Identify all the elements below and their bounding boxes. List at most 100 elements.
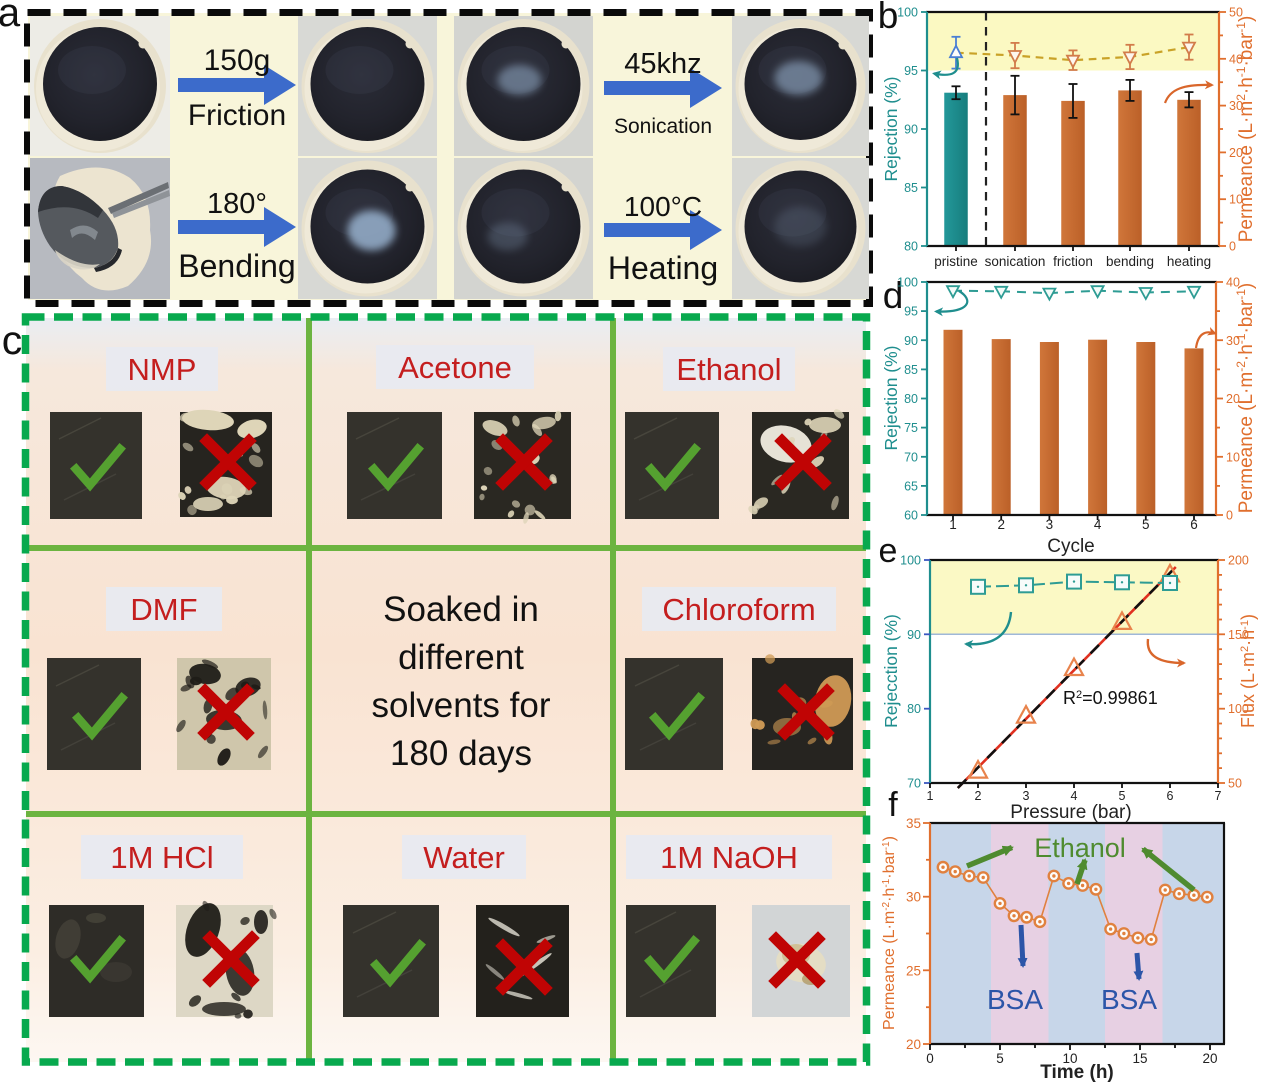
svg-text:65: 65 xyxy=(904,479,918,493)
svg-text:BSA: BSA xyxy=(987,984,1043,1015)
svg-text:3: 3 xyxy=(1023,789,1030,803)
svg-text:Sonication: Sonication xyxy=(614,115,712,138)
svg-text:Time (h): Time (h) xyxy=(1040,1062,1114,1083)
svg-text:40: 40 xyxy=(1229,52,1243,66)
svg-text:Ethanol: Ethanol xyxy=(676,352,781,387)
svg-text:Permeance (L·m-2·h-1·bar-1): Permeance (L·m-2·h-1·bar-1) xyxy=(881,836,899,1030)
svg-text:5: 5 xyxy=(1142,517,1150,532)
svg-text:20: 20 xyxy=(1202,1051,1217,1066)
svg-text:d: d xyxy=(883,275,904,316)
svg-text:Heating: Heating xyxy=(608,250,718,286)
svg-text:25: 25 xyxy=(906,963,921,978)
svg-text:85: 85 xyxy=(904,363,918,377)
svg-text:sonication: sonication xyxy=(985,254,1046,269)
svg-text:2: 2 xyxy=(975,789,982,803)
svg-text:90: 90 xyxy=(904,334,918,348)
svg-text:3: 3 xyxy=(1046,517,1054,532)
svg-text:Friction: Friction xyxy=(188,99,286,132)
svg-text:100: 100 xyxy=(900,554,921,568)
svg-text:70: 70 xyxy=(904,450,918,464)
svg-text:4: 4 xyxy=(1094,517,1102,532)
svg-text:DMF: DMF xyxy=(130,592,197,627)
svg-text:Permeance (L·m-2·h-1·bar-1): Permeance (L·m-2·h-1·bar-1) xyxy=(1234,283,1257,514)
svg-text:85: 85 xyxy=(904,181,918,195)
svg-text:2: 2 xyxy=(997,517,1005,532)
svg-text:1: 1 xyxy=(927,789,934,803)
svg-text:90: 90 xyxy=(904,123,918,137)
svg-text:20: 20 xyxy=(1229,146,1243,160)
svg-text:0: 0 xyxy=(1229,240,1236,254)
svg-text:80: 80 xyxy=(907,702,921,716)
svg-text:Cycle: Cycle xyxy=(1047,536,1095,557)
svg-text:Pressure (bar): Pressure (bar) xyxy=(1010,802,1131,823)
svg-text:Bending: Bending xyxy=(178,248,295,284)
svg-text:different: different xyxy=(398,638,524,677)
svg-text:Flux (L·m2·h-1): Flux (L·m2·h-1) xyxy=(1238,614,1258,728)
svg-text:50: 50 xyxy=(1229,6,1243,20)
svg-text:100: 100 xyxy=(1228,702,1249,716)
svg-text:100: 100 xyxy=(897,6,918,20)
svg-text:15: 15 xyxy=(1132,1051,1147,1066)
svg-text:heating: heating xyxy=(1167,254,1211,269)
svg-text:Acetone: Acetone xyxy=(398,350,512,385)
svg-text:10: 10 xyxy=(1229,193,1243,207)
svg-text:4: 4 xyxy=(1071,789,1078,803)
svg-text:50: 50 xyxy=(1228,777,1242,791)
svg-text:b: b xyxy=(878,0,899,36)
svg-text:6: 6 xyxy=(1190,517,1198,532)
svg-text:friction: friction xyxy=(1053,254,1093,269)
svg-text:0: 0 xyxy=(1226,509,1233,523)
svg-text:c: c xyxy=(2,317,23,363)
svg-text:a: a xyxy=(0,0,21,35)
svg-text:30: 30 xyxy=(1226,334,1240,348)
svg-text:e: e xyxy=(879,532,898,570)
svg-text:30: 30 xyxy=(906,890,921,905)
svg-text:Rejecction (%): Rejecction (%) xyxy=(881,614,901,728)
svg-text:5: 5 xyxy=(996,1051,1004,1066)
svg-text:1M HCl: 1M HCl xyxy=(110,840,213,875)
svg-text:f: f xyxy=(888,786,898,824)
svg-text:10: 10 xyxy=(1226,450,1240,464)
svg-text:100: 100 xyxy=(897,276,918,290)
svg-text:Permeance (L·m2·h-1·bar-1): Permeance (L·m2·h-1·bar-1) xyxy=(1234,16,1257,243)
svg-text:solvents for: solvents for xyxy=(372,686,551,725)
svg-text:20: 20 xyxy=(1226,392,1240,406)
svg-text:1: 1 xyxy=(949,517,957,532)
svg-text:70: 70 xyxy=(907,777,921,791)
svg-text:20: 20 xyxy=(906,1037,921,1052)
svg-text:75: 75 xyxy=(904,421,918,435)
svg-text:bending: bending xyxy=(1106,254,1154,269)
svg-text:6: 6 xyxy=(1167,789,1174,803)
svg-text:80: 80 xyxy=(904,392,918,406)
svg-text:5: 5 xyxy=(1119,789,1126,803)
svg-text:7: 7 xyxy=(1215,789,1222,803)
svg-text:60: 60 xyxy=(904,509,918,523)
svg-text:BSA: BSA xyxy=(1101,984,1157,1015)
svg-text:100°C: 100°C xyxy=(624,191,702,222)
svg-text:95: 95 xyxy=(904,64,918,78)
svg-text:Rejection (%): Rejection (%) xyxy=(881,76,901,181)
svg-text:Soaked in: Soaked in xyxy=(383,590,539,629)
svg-text:200: 200 xyxy=(1228,554,1249,568)
svg-text:90: 90 xyxy=(907,628,921,642)
svg-text:30: 30 xyxy=(1229,99,1243,113)
svg-text:35: 35 xyxy=(906,816,921,831)
svg-text:180 days: 180 days xyxy=(390,734,532,773)
svg-text:Water: Water xyxy=(423,840,505,875)
svg-text:40: 40 xyxy=(1226,276,1240,290)
svg-text:0: 0 xyxy=(926,1051,934,1066)
svg-text:150: 150 xyxy=(1228,628,1249,642)
svg-text:NMP: NMP xyxy=(128,352,197,387)
svg-text:Rejection (%): Rejection (%) xyxy=(881,345,901,450)
svg-text:45khz: 45khz xyxy=(624,48,701,80)
svg-text:1M NaOH: 1M NaOH xyxy=(660,840,798,875)
svg-text:95: 95 xyxy=(904,305,918,319)
svg-text:150g: 150g xyxy=(204,44,271,77)
svg-text:Chloroform: Chloroform xyxy=(662,592,815,627)
svg-text:180°: 180° xyxy=(207,188,267,220)
svg-text:R2=0.99861: R2=0.99861 xyxy=(1063,688,1158,708)
svg-text:pristine: pristine xyxy=(934,254,978,269)
svg-text:10: 10 xyxy=(1062,1051,1077,1066)
svg-text:80: 80 xyxy=(904,240,918,254)
svg-text:Ethanol: Ethanol xyxy=(1034,833,1126,863)
